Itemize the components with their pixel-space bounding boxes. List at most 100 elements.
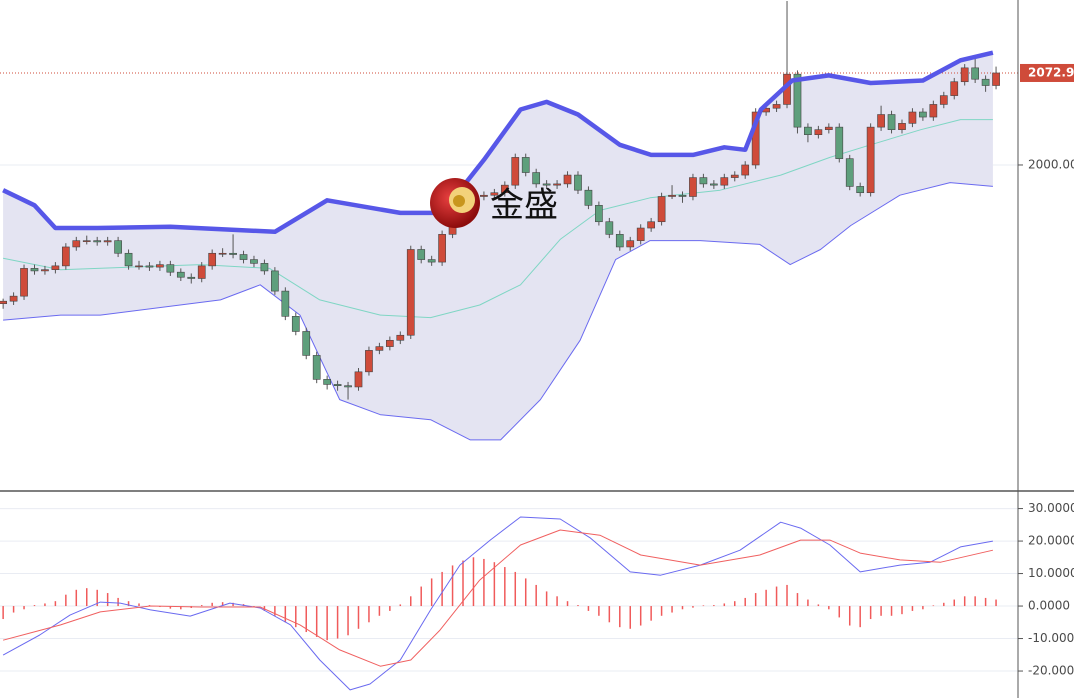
candle-body: [824, 126, 833, 130]
candle-body: [239, 254, 248, 260]
candle-body: [553, 183, 561, 186]
candle-body: [929, 104, 938, 118]
candle-body: [908, 111, 917, 124]
candle-body: [699, 177, 708, 185]
candle-body: [0, 300, 7, 305]
watermark-logo: 金盛: [430, 178, 558, 228]
candle-body: [532, 172, 541, 185]
candle-body: [741, 164, 750, 176]
candle-body: [229, 252, 237, 255]
candle-body: [61, 246, 70, 267]
y-tick-label: -20.0000: [1028, 664, 1074, 678]
y-tick-label: 2000.00: [1028, 157, 1074, 171]
candle-body: [804, 126, 812, 136]
candle-body: [93, 240, 102, 243]
candle-body: [856, 186, 865, 194]
candle-body: [605, 221, 614, 235]
candle-body: [124, 252, 133, 267]
indicator-line: [2, 50, 994, 235]
candle-body: [542, 183, 551, 186]
candle-body: [281, 290, 290, 317]
candle-body: [156, 264, 164, 268]
y-tick-label: 10.0000: [1028, 566, 1074, 580]
candle-body: [511, 157, 520, 186]
candle-body: [636, 227, 645, 241]
candle-body: [678, 194, 687, 197]
candle-body: [793, 73, 802, 128]
candle-body: [323, 379, 331, 385]
candle-body: [20, 268, 28, 297]
candle-body: [166, 264, 175, 273]
candle-body: [176, 271, 185, 278]
logo-core: [453, 195, 465, 207]
candle-body: [835, 126, 844, 159]
candle-body: [626, 240, 635, 248]
candle-body: [877, 114, 885, 128]
candle-body: [103, 240, 112, 243]
candle-body: [333, 384, 342, 386]
candle-body: [490, 192, 499, 196]
candle-body: [9, 295, 18, 302]
candle-body: [354, 371, 363, 388]
indicator-line: [2, 529, 994, 667]
candle-body: [939, 95, 948, 105]
candle-body: [480, 194, 488, 197]
candle-body: [302, 331, 311, 356]
candle-body: [981, 78, 990, 86]
y-tick-label: 0.0000: [1028, 599, 1070, 613]
candle-body: [260, 263, 269, 272]
candle-body: [689, 177, 697, 197]
candle-body: [41, 269, 49, 272]
candle-body: [114, 240, 122, 254]
macd-panel: [0, 508, 1018, 691]
candle-body: [615, 234, 624, 248]
candle-body: [960, 67, 969, 83]
candle-body: [866, 126, 875, 194]
candle-body: [971, 67, 980, 80]
watermark-text: 金盛: [490, 186, 558, 226]
candle-body: [135, 265, 143, 268]
candle-body: [647, 221, 655, 229]
candle-body: [710, 183, 718, 186]
candle-body: [385, 339, 394, 347]
candle-body: [187, 276, 196, 279]
candle-body: [772, 104, 781, 109]
candle-body: [82, 240, 91, 242]
candle-body: [208, 252, 217, 267]
candle-body: [887, 114, 896, 130]
candle-body: [950, 81, 959, 96]
candle-body: [427, 259, 436, 263]
last-price-tag: [1020, 63, 1074, 82]
candle-body: [312, 355, 321, 380]
candle-body: [521, 157, 530, 173]
candle-body: [51, 265, 60, 270]
candle-body: [919, 111, 927, 118]
candle-body: [406, 249, 415, 336]
candle-body: [417, 249, 426, 260]
candle-body: [291, 316, 300, 332]
candle-body: [500, 184, 509, 194]
candle-body: [898, 123, 906, 130]
candle-body: [250, 259, 258, 264]
candle-body: [992, 72, 1000, 86]
candle-body: [720, 177, 729, 186]
last-price-label: 2072.94: [1028, 65, 1074, 79]
candle-body: [375, 346, 384, 351]
price-panel: [0, 1, 1018, 441]
candle-body: [668, 194, 676, 197]
y-tick-label: -10.0000: [1028, 631, 1074, 645]
candle-body: [344, 385, 352, 388]
candle-body: [845, 158, 854, 187]
y-tick-label: 30.0000: [1028, 501, 1074, 515]
candle-body: [218, 252, 227, 255]
candle-body: [751, 111, 760, 166]
candle-body: [438, 234, 446, 263]
y-tick-label: 20.0000: [1028, 534, 1074, 548]
candle-body: [814, 129, 823, 136]
candle-body: [396, 334, 405, 341]
candle-body: [657, 196, 666, 223]
candle-body: [595, 205, 603, 223]
